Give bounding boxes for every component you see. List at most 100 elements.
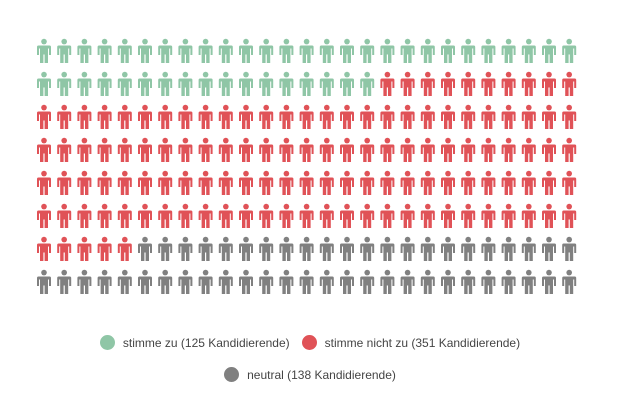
person-icon-neutral — [380, 236, 395, 261]
person-icon-agree — [420, 38, 435, 63]
person-icon-neutral — [218, 269, 233, 294]
person-icon-disagree — [562, 104, 577, 129]
person-icon-agree — [77, 71, 92, 96]
person-icon-agree — [279, 38, 294, 63]
person-icon-agree — [138, 71, 152, 96]
person-icon-disagree — [77, 203, 92, 228]
person-icon-disagree — [400, 137, 415, 162]
person-icon-disagree — [198, 137, 213, 162]
person-icon-agree — [461, 38, 476, 63]
person-icon-disagree — [542, 71, 556, 96]
person-icon-disagree — [138, 170, 152, 195]
person-icon-disagree — [400, 170, 415, 195]
person-icon-disagree — [360, 170, 375, 195]
person-icon-disagree — [441, 137, 455, 162]
person-icon-disagree — [97, 104, 112, 129]
person-icon-agree — [441, 38, 455, 63]
person-icon-neutral — [441, 269, 455, 294]
person-icon-agree — [198, 71, 213, 96]
person-icon-neutral — [57, 269, 72, 294]
person-icon-neutral — [299, 269, 314, 294]
person-icon-disagree — [400, 71, 415, 96]
person-icon-neutral — [441, 236, 455, 261]
person-icon-disagree — [239, 170, 253, 195]
person-icon-disagree — [239, 203, 253, 228]
person-icon-neutral — [360, 236, 375, 261]
person-icon-agree — [259, 71, 274, 96]
person-icon-neutral — [279, 236, 294, 261]
person-icon-disagree — [521, 104, 536, 129]
person-icon-disagree — [37, 104, 51, 129]
person-icon-disagree — [158, 104, 173, 129]
person-icon-neutral — [158, 236, 173, 261]
person-icon-agree — [380, 38, 395, 63]
person-icon-disagree — [138, 137, 152, 162]
person-icon-agree — [481, 38, 496, 63]
person-icon-disagree — [279, 104, 294, 129]
person-icon-disagree — [360, 137, 375, 162]
person-icon-neutral — [97, 269, 112, 294]
person-icon-disagree — [461, 137, 476, 162]
person-icon-disagree — [37, 203, 51, 228]
person-icon-neutral — [178, 269, 193, 294]
person-icon-disagree — [218, 170, 233, 195]
person-icon-disagree — [279, 203, 294, 228]
legend-swatch-neutral — [224, 367, 240, 382]
person-icon-disagree — [117, 203, 132, 228]
person-icon-disagree — [420, 170, 435, 195]
person-icon-disagree — [77, 236, 92, 261]
person-icon-agree — [117, 38, 132, 63]
person-icon-disagree — [299, 137, 314, 162]
legend-item-neutral[interactable]: neutral (138 Kandidierende) — [224, 367, 396, 382]
person-icon-disagree — [279, 170, 294, 195]
person-icon-neutral — [239, 236, 253, 261]
person-icon-disagree — [97, 236, 112, 261]
person-icon-disagree — [117, 170, 132, 195]
person-icon-disagree — [37, 170, 51, 195]
person-icon-disagree — [77, 170, 92, 195]
person-icon-disagree — [542, 170, 556, 195]
person-icon-disagree — [420, 71, 435, 96]
person-icon-disagree — [77, 137, 92, 162]
person-icon-disagree — [57, 104, 72, 129]
person-icon-agree — [138, 38, 152, 63]
person-icon-disagree — [178, 203, 193, 228]
person-icon-agree — [259, 38, 274, 63]
person-icon-disagree — [501, 203, 516, 228]
legend-item-agree[interactable]: stimme zu (125 Kandidierende) — [99, 335, 290, 350]
person-icon-disagree — [501, 104, 516, 129]
person-icon-disagree — [542, 203, 556, 228]
person-icon-neutral — [562, 269, 577, 294]
person-icon-neutral — [279, 269, 294, 294]
person-icon-disagree — [77, 104, 92, 129]
person-icon-neutral — [461, 236, 476, 261]
person-icon-disagree — [461, 203, 476, 228]
legend-item-disagree[interactable]: stimme nicht zu (351 Kandidierende) — [301, 335, 520, 350]
person-icon-neutral — [319, 269, 334, 294]
person-icon-neutral — [299, 236, 314, 261]
person-icon-agree — [218, 38, 233, 63]
person-icon-neutral — [198, 269, 213, 294]
legend-row-1: stimme zu (125 Kandidierende) stimme nic… — [0, 335, 620, 350]
person-icon-neutral — [218, 236, 233, 261]
person-icon-disagree — [461, 104, 476, 129]
person-icon-agree — [158, 71, 173, 96]
person-icon-neutral — [340, 269, 354, 294]
person-icon-disagree — [420, 137, 435, 162]
person-icon-disagree — [57, 203, 72, 228]
person-icon-agree — [340, 38, 354, 63]
person-icon-disagree — [198, 104, 213, 129]
person-icon-disagree — [198, 170, 213, 195]
person-icon-agree — [360, 71, 375, 96]
person-icon-disagree — [178, 104, 193, 129]
person-icon-agree — [239, 71, 253, 96]
person-icon-agree — [340, 71, 354, 96]
person-icon-neutral — [501, 236, 516, 261]
person-icon-disagree — [461, 170, 476, 195]
legend-swatch-agree — [99, 335, 115, 350]
person-icon-agree — [198, 38, 213, 63]
person-icon-disagree — [319, 137, 334, 162]
person-icon-agree — [218, 71, 233, 96]
person-icon-neutral — [158, 269, 173, 294]
person-icon-agree — [299, 38, 314, 63]
